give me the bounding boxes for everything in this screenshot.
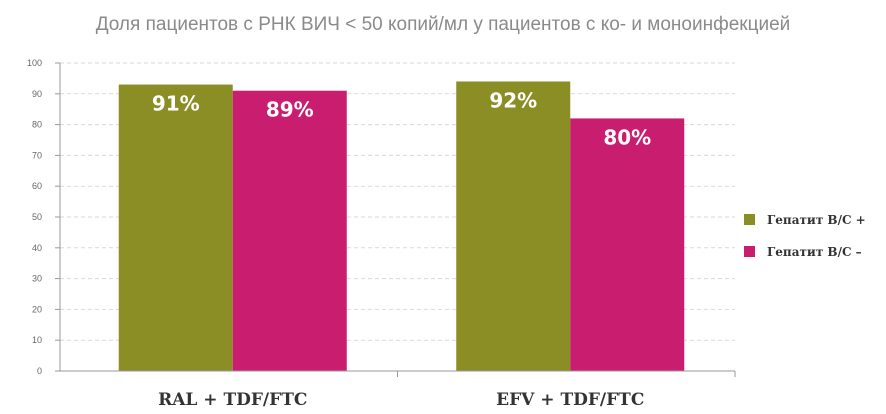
data-label: 91% bbox=[152, 92, 200, 116]
y-tick-label: 20 bbox=[32, 304, 42, 314]
bar bbox=[570, 118, 685, 371]
legend-label: Гепатит B/C + bbox=[767, 213, 866, 227]
x-axis: RAL + TDF/FTC EFV + TDF/FTC bbox=[60, 370, 736, 410]
y-axis: 0 10 20 30 40 50 60 70 80 90 100 bbox=[27, 58, 61, 376]
x-category-label: EFV + TDF/FTC bbox=[496, 390, 644, 410]
y-tick-label: 30 bbox=[32, 274, 42, 284]
y-tick-label: 90 bbox=[32, 89, 42, 99]
y-tick-label: 40 bbox=[32, 243, 42, 253]
bar bbox=[232, 90, 347, 371]
data-label: 80% bbox=[603, 125, 651, 149]
data-label: 89% bbox=[266, 98, 314, 122]
bar bbox=[118, 84, 233, 371]
x-category-label: RAL + TDF/FTC bbox=[158, 390, 307, 410]
legend-label: Гепатит B/C – bbox=[767, 245, 862, 259]
data-label: 92% bbox=[489, 88, 537, 112]
y-tick-label: 60 bbox=[32, 181, 42, 191]
y-tick-label: 0 bbox=[37, 366, 42, 376]
chart-title: Доля пациентов с РНК ВИЧ < 50 копий/мл у… bbox=[95, 14, 791, 35]
bars: 91% 89% 92% 80% bbox=[118, 81, 685, 371]
y-tick-label: 100 bbox=[27, 58, 42, 68]
y-tick-label: 80 bbox=[32, 120, 42, 130]
legend-swatch bbox=[744, 214, 755, 225]
legend: Гепатит B/C + Гепатит B/C – bbox=[744, 213, 866, 259]
y-tick-label: 70 bbox=[32, 150, 42, 160]
legend-swatch bbox=[744, 246, 755, 257]
bar bbox=[456, 81, 571, 371]
y-tick-label: 50 bbox=[32, 212, 42, 222]
y-tick-label: 10 bbox=[32, 335, 42, 345]
